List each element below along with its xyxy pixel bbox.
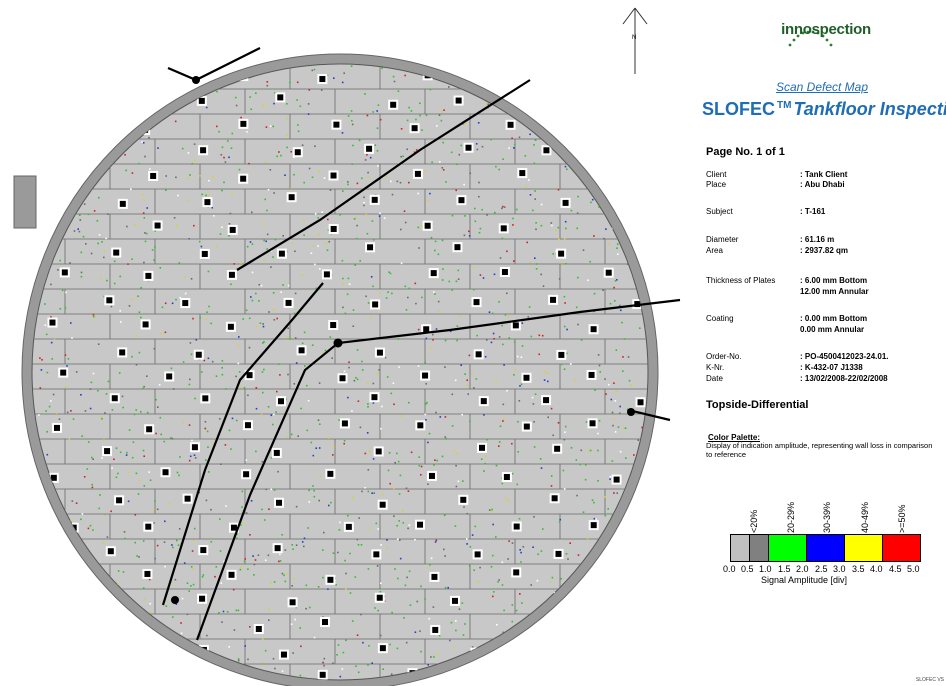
date-value: : 13/02/2008-22/02/2008 bbox=[800, 374, 888, 383]
palette-title: Color Palette: bbox=[708, 433, 761, 442]
tick-label: 0.0 bbox=[723, 564, 736, 574]
order-value: : PO-4500412023-24.01. bbox=[800, 352, 889, 361]
thickness-label: Thickness of Plates bbox=[706, 276, 776, 285]
logo-text: innospection bbox=[781, 21, 871, 38]
method-title: Topside-Differential bbox=[706, 399, 809, 411]
innospection-logo bbox=[788, 30, 833, 47]
subject-label: Subject bbox=[706, 207, 733, 216]
date-row: Date : 13/02/2008-22/02/2008 bbox=[706, 374, 946, 385]
thickness-row: Thickness of Plates : 6.00 mm Bottom bbox=[706, 276, 946, 287]
trademark: TM bbox=[777, 100, 792, 111]
place-label: Place bbox=[706, 180, 727, 189]
pct-label: 20-29% bbox=[786, 501, 796, 533]
coating-row-2: 0.00 mm Annular bbox=[706, 325, 946, 336]
pct-label: >=50% bbox=[897, 504, 907, 533]
pct-label: 30-39% bbox=[822, 501, 832, 533]
subject-row: Subject : T-161 bbox=[706, 207, 946, 218]
tank-floor-map bbox=[13, 47, 681, 686]
palette-swatch bbox=[883, 535, 920, 561]
thickness-bottom: : 6.00 mm Bottom bbox=[800, 276, 868, 285]
tick-label: 5.0 bbox=[907, 564, 920, 574]
tick-label: 0.5 bbox=[741, 564, 754, 574]
footer-text: SLOFEC VS bbox=[915, 677, 944, 683]
palette-swatch bbox=[845, 535, 883, 561]
place-value: : Abu Dhabi bbox=[800, 180, 845, 189]
north-label: N bbox=[632, 35, 637, 41]
diameter-label: Diameter bbox=[706, 235, 739, 244]
area-label: Area bbox=[706, 246, 723, 255]
brand-subtitle: Tankfloor Inspection bbox=[793, 99, 946, 119]
knr-value: : K-432-07 J1338 bbox=[800, 363, 863, 372]
palette-swatch bbox=[731, 535, 750, 561]
palette-swatch bbox=[750, 535, 769, 561]
diameter-value: : 61.16 m bbox=[800, 235, 835, 244]
client-label: Client bbox=[706, 170, 727, 179]
pct-label: 40-49% bbox=[860, 501, 870, 533]
color-palette-bar bbox=[730, 534, 921, 562]
tick-label: 1.5 bbox=[778, 564, 791, 574]
thickness-annular: 12.00 mm Annular bbox=[800, 287, 869, 296]
palette-swatch bbox=[769, 535, 807, 561]
tick-label: 3.5 bbox=[852, 564, 865, 574]
tick-label: 1.0 bbox=[759, 564, 772, 574]
place-row: Place : Abu Dhabi bbox=[706, 180, 946, 191]
coating-row: Coating : 0.00 mm Bottom bbox=[706, 314, 946, 325]
tick-label: 4.5 bbox=[889, 564, 902, 574]
page-number: Page No. 1 of 1 bbox=[706, 146, 785, 158]
tick-label: 2.5 bbox=[815, 564, 828, 574]
pct-label: <20% bbox=[749, 509, 759, 533]
coating-annular: 0.00 mm Annular bbox=[800, 325, 865, 334]
knr-row: K-Nr. : K-432-07 J1338 bbox=[706, 363, 946, 374]
amplitude-axis-title: Signal Amplitude [div] bbox=[761, 575, 848, 585]
amplitude-ticks: 0.0 0.5 1.0 1.5 2.0 2.5 3.0 3.5 4.0 4.5 … bbox=[723, 564, 943, 575]
subject-value: : T-161 bbox=[800, 207, 826, 216]
tick-label: 3.0 bbox=[833, 564, 846, 574]
date-label: Date bbox=[706, 374, 723, 383]
tank-nozzle bbox=[13, 175, 37, 229]
coating-label: Coating bbox=[706, 314, 734, 323]
diameter-row: Diameter : 61.16 m bbox=[706, 235, 946, 246]
brand-name: SLOFEC bbox=[702, 99, 776, 119]
knr-label: K-Nr. bbox=[706, 363, 725, 372]
indications bbox=[38, 65, 643, 678]
palette-percent-labels: <20% 20-29% 30-39% 40-49% >=50% bbox=[706, 495, 946, 535]
client-value: : Tank Client bbox=[800, 170, 848, 179]
tick-label: 2.0 bbox=[796, 564, 809, 574]
map-title: Scan Defect Map bbox=[775, 80, 869, 94]
palette-description: Display of indication amplitude, represe… bbox=[706, 441, 933, 459]
thickness-row-2: 12.00 mm Annular bbox=[706, 287, 946, 298]
palette-swatch bbox=[807, 535, 845, 561]
client-row: Client : Tank Client bbox=[706, 170, 946, 181]
area-row: Area : 2937.82 qm bbox=[706, 246, 946, 257]
order-row: Order-No. : PO-4500412023-24.01. bbox=[706, 352, 946, 363]
north-arrow-icon bbox=[622, 7, 648, 74]
info-panel: innospection Scan Defect Map SLOFEC TM Tan… bbox=[702, 0, 946, 686]
area-value: : 2937.82 qm bbox=[800, 246, 849, 255]
tick-label: 4.0 bbox=[870, 564, 883, 574]
order-label: Order-No. bbox=[706, 352, 742, 361]
coating-bottom: : 0.00 mm Bottom bbox=[800, 314, 868, 323]
